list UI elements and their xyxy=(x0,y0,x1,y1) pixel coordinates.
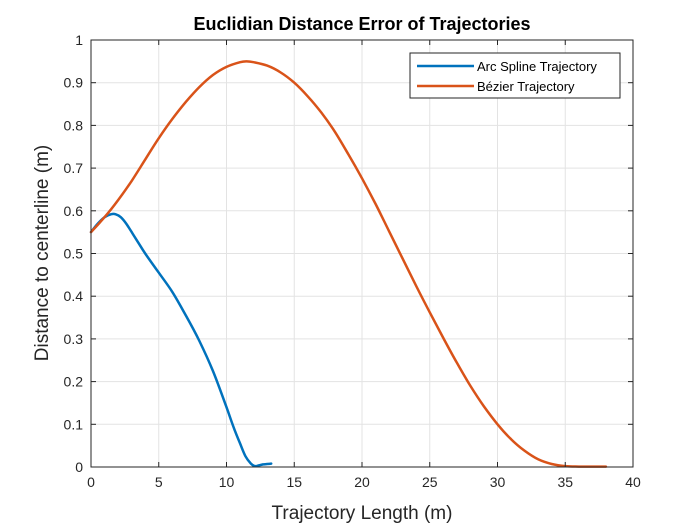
y-tick-label: 0.3 xyxy=(64,331,84,347)
y-tick-label: 0.7 xyxy=(64,160,84,176)
ticks xyxy=(90,39,634,468)
y-tick-label: 0.2 xyxy=(64,374,84,390)
x-tick-label: 30 xyxy=(490,474,506,490)
tick-labels: 0 5 10 15 20 25 30 35 40 0 0.1 0.2 0.3 0.4 0.5 0.6 0.7 0.… xyxy=(64,32,641,490)
y-tick-label: 1 xyxy=(75,32,83,48)
grid xyxy=(91,40,633,467)
x-tick-label: 10 xyxy=(219,474,235,490)
series-line-arc-spline xyxy=(89,212,273,468)
series-layer xyxy=(89,60,608,468)
y-tick-label: 0.1 xyxy=(64,416,84,432)
legend: Arc Spline Trajectory Bézier Trajectory xyxy=(409,52,621,99)
legend-label-arc-spline: Arc Spline Trajectory xyxy=(477,59,597,74)
series-line-bezier xyxy=(89,60,608,468)
chart-title: Euclidian Distance Error of Trajectories xyxy=(193,14,530,34)
x-tick-label: 35 xyxy=(557,474,573,490)
x-tick-label: 40 xyxy=(625,474,641,490)
legend-label-bezier: Bézier Trajectory xyxy=(477,79,575,94)
y-tick-label: 0.9 xyxy=(64,75,84,91)
y-axis-label: Distance to centerline (m) xyxy=(32,145,53,361)
y-tick-label: 0.8 xyxy=(64,117,84,133)
x-tick-label: 25 xyxy=(422,474,438,490)
x-tick-label: 0 xyxy=(87,474,95,490)
x-tick-label: 20 xyxy=(354,474,370,490)
y-tick-label: 0.4 xyxy=(64,288,84,304)
y-tick-label: 0 xyxy=(75,459,83,475)
x-tick-label: 15 xyxy=(286,474,302,490)
x-axis-label: Trajectory Length (m) xyxy=(272,503,453,524)
y-tick-label: 0.5 xyxy=(64,246,84,262)
x-tick-label: 5 xyxy=(155,474,163,490)
legend-box xyxy=(409,52,621,99)
y-tick-label: 0.6 xyxy=(64,203,84,219)
